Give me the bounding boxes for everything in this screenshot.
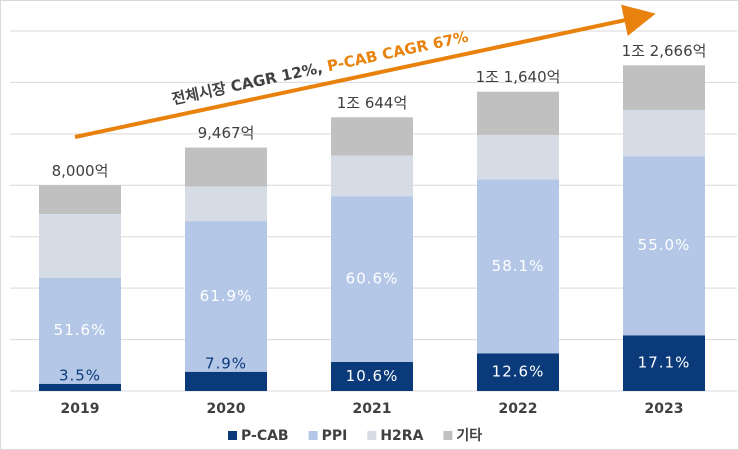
bar-segment bbox=[185, 186, 267, 222]
annotation: 전체시장 CAGR 12%, P-CAB CAGR 67% bbox=[170, 27, 470, 108]
bar-segment bbox=[477, 91, 559, 135]
total-label: 1조 2,666억 bbox=[622, 42, 707, 60]
bar-segment bbox=[39, 185, 121, 215]
bar-segment bbox=[331, 196, 413, 362]
legend-label: P-CAB bbox=[241, 428, 289, 444]
bar-segment bbox=[331, 117, 413, 156]
bar-segment bbox=[185, 371, 267, 391]
bar-segment bbox=[623, 156, 705, 336]
bar-segment bbox=[477, 179, 559, 354]
data-label: 12.6% bbox=[492, 363, 545, 381]
data-label: 58.1% bbox=[492, 257, 545, 275]
x-tick-label: 2020 bbox=[207, 401, 246, 417]
bar-segment bbox=[185, 147, 267, 187]
legend-swatch bbox=[308, 431, 318, 440]
bar-segment bbox=[331, 155, 413, 197]
bar-segment bbox=[623, 65, 705, 110]
data-label: 17.1% bbox=[638, 354, 691, 372]
legend-swatch bbox=[228, 431, 237, 440]
total-label: 9,467억 bbox=[198, 124, 255, 142]
bar-segment bbox=[39, 277, 121, 384]
legend-swatch bbox=[443, 431, 453, 440]
x-tick-label: 2021 bbox=[353, 401, 392, 417]
data-label: 7.9% bbox=[205, 354, 247, 372]
bar-segment bbox=[623, 335, 705, 391]
bar-segment bbox=[185, 221, 267, 372]
bar-segment bbox=[331, 361, 413, 391]
data-label: 55.0% bbox=[638, 236, 691, 254]
data-label: 51.6% bbox=[54, 321, 107, 339]
x-tick-label: 2023 bbox=[645, 401, 684, 417]
legend-label: 기타 bbox=[456, 428, 482, 444]
legend-swatch bbox=[367, 431, 377, 440]
legend-label: H2RA bbox=[380, 428, 423, 444]
data-label: 3.5% bbox=[59, 366, 101, 384]
data-label: 61.9% bbox=[200, 287, 253, 305]
legend-label: PPI bbox=[322, 428, 348, 444]
bar-segment bbox=[39, 214, 121, 278]
x-tick-label: 2022 bbox=[499, 401, 538, 417]
total-label: 8,000억 bbox=[52, 162, 109, 180]
bar-segment bbox=[477, 353, 559, 391]
data-label: 60.6% bbox=[346, 270, 399, 288]
total-label: 1조 1,640억 bbox=[476, 68, 561, 86]
total-label: 1조 644억 bbox=[337, 94, 408, 112]
bar-segment bbox=[623, 109, 705, 157]
bar-segment bbox=[477, 134, 559, 180]
bar-segment bbox=[39, 383, 121, 391]
x-tick-label: 2019 bbox=[61, 401, 100, 417]
data-label: 10.6% bbox=[346, 367, 399, 385]
growth-arrow bbox=[74, 4, 656, 139]
